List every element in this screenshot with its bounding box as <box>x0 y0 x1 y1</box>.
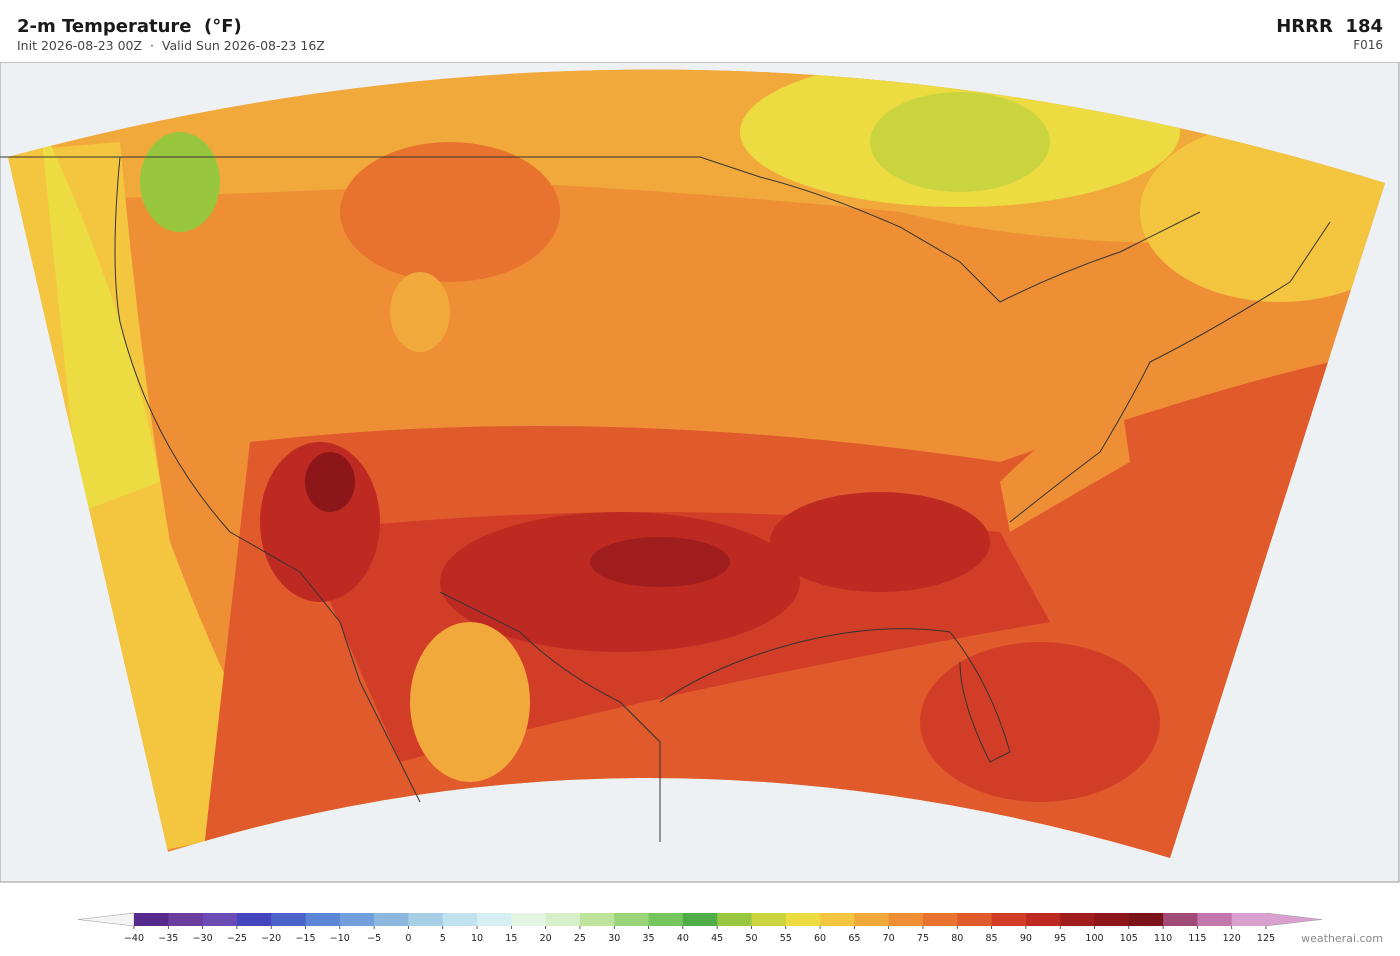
colorbar-bin <box>854 913 890 926</box>
colorbar-tick-label: −5 <box>367 933 381 944</box>
colorbar-bin <box>202 913 238 926</box>
colorbar-bin <box>957 913 993 926</box>
colorbar-bin <box>339 913 375 926</box>
colorbar-bin <box>579 913 615 926</box>
colorbar-bin <box>408 913 444 926</box>
colorbar-tick-label: 0 <box>405 933 411 944</box>
colorbar-tick-label: 70 <box>883 933 895 944</box>
colorbar-tick-label: −40 <box>124 933 144 944</box>
colorbar-tick-label: −30 <box>193 933 213 944</box>
colorbar-bin <box>477 913 512 926</box>
colorbar-tick-label: 50 <box>745 933 757 944</box>
colorbar-tick-label: 20 <box>540 933 552 944</box>
colorbar-tick-label: −20 <box>261 933 281 944</box>
borders <box>0 156 1331 842</box>
colorbar-tick-label: 5 <box>440 933 446 944</box>
colorbar-tick-label: 80 <box>951 933 963 944</box>
colorbar-tick-label: −15 <box>295 933 315 944</box>
temperature-field <box>8 69 1385 858</box>
colorbar-bin <box>271 913 307 926</box>
colorbar-bin <box>682 913 718 926</box>
colorbar-tick-label: 25 <box>574 933 586 944</box>
colorbar-bin <box>305 913 341 926</box>
colorbar-over <box>1265 912 1323 927</box>
colorbar-bin <box>1060 913 1095 926</box>
colorbar-tick-label: 55 <box>780 933 792 944</box>
credit: weatherai.com <box>1301 932 1383 945</box>
colorbar-bin <box>991 913 1027 926</box>
colorbar-tick-label: 110 <box>1154 933 1172 944</box>
colorbar-bin <box>1163 913 1198 926</box>
colorbar-tick-label: −35 <box>158 933 178 944</box>
colorbar-tick-label: 115 <box>1188 933 1206 944</box>
colorbar-tick-label: 125 <box>1257 933 1275 944</box>
map <box>0 62 1400 883</box>
colorbar-tick-label: 85 <box>986 933 998 944</box>
colorbar-bin <box>134 913 169 926</box>
colorbar-tick-label: 65 <box>848 933 860 944</box>
colorbar-bin <box>511 913 547 926</box>
model: HRRR 184 <box>1276 16 1383 37</box>
colorbar: weatherai.com −40 −35 −30 −25 −20 −15 −10 −5 0 5 1… <box>77 912 1383 945</box>
colorbar-bin <box>1094 913 1130 926</box>
colorbar-bin <box>236 913 272 926</box>
colorbar-under <box>77 912 135 927</box>
colorbar-bin <box>1231 913 1267 926</box>
colorbar-bin <box>374 913 409 926</box>
colorbar-tick-label: 15 <box>505 933 517 944</box>
colorbar-tick-label: 30 <box>608 933 620 944</box>
colorbar-tick-label: 40 <box>677 933 689 944</box>
subtitle: Init 2026-08-23 00Z · Valid Sun 2026-08-… <box>17 38 325 53</box>
forecast-hour: F016 <box>1353 38 1383 52</box>
colorbar-tick-label: 95 <box>1054 933 1066 944</box>
colorbar-tick-label: 105 <box>1120 933 1138 944</box>
colorbar-bin <box>888 913 924 926</box>
colorbar-tick-label: 90 <box>1020 933 1032 944</box>
colorbar-tick-label: 75 <box>917 933 929 944</box>
colorbar-bin <box>751 913 787 926</box>
colorbar-bin <box>545 913 581 926</box>
colorbar-tick-label: 60 <box>814 933 826 944</box>
colorbar-tick-label: 35 <box>642 933 654 944</box>
colorbar-bin <box>1025 913 1061 926</box>
colorbar-bin <box>717 913 752 926</box>
colorbar-bin <box>922 913 958 926</box>
colorbar-bin <box>168 913 204 926</box>
colorbar-bin <box>785 913 821 926</box>
colorbar-tick-label: 100 <box>1085 933 1103 944</box>
colorbar-tick-label: 10 <box>471 933 483 944</box>
colorbar-bin <box>1128 913 1164 926</box>
colorbar-bin <box>820 913 855 926</box>
title: 2-m Temperature (°F) <box>17 16 242 37</box>
colorbar-bin <box>614 913 650 926</box>
colorbar-tick-label: 45 <box>711 933 723 944</box>
colorbar-bin <box>1197 913 1233 926</box>
colorbar-tick-label: 120 <box>1223 933 1241 944</box>
colorbar-bin <box>648 913 684 926</box>
colorbar-bin <box>442 913 478 926</box>
colorbar-tick-label: −10 <box>330 933 350 944</box>
colorbar-tick-label: −25 <box>227 933 247 944</box>
